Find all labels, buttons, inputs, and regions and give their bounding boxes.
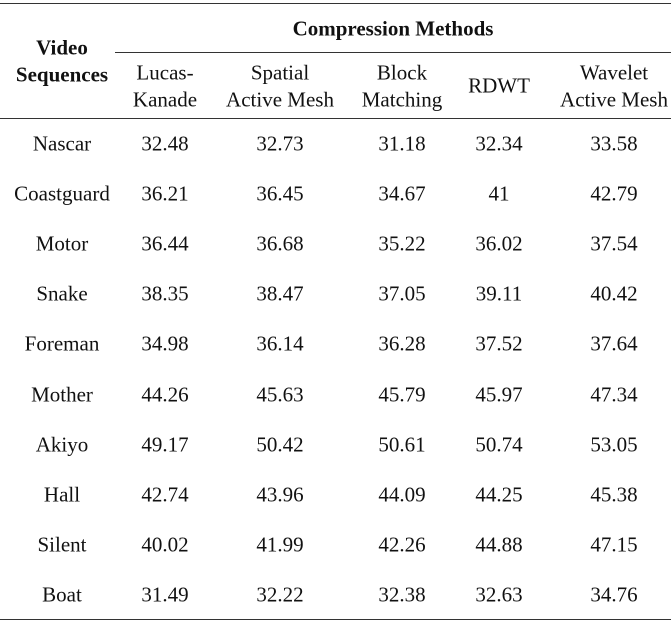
cell: 47.15 (590, 532, 638, 557)
cell: 45.38 (590, 482, 638, 507)
bottom-rule (0, 619, 671, 620)
column-header: Lucas- (136, 60, 194, 85)
cell: 34.76 (590, 582, 638, 607)
cell: 34.67 (378, 181, 426, 206)
cell: 36.14 (256, 331, 304, 356)
column-header: Spatial (250, 60, 310, 85)
row-label: Foreman (24, 331, 100, 356)
cell: 44.25 (475, 482, 523, 507)
cell: 32.22 (256, 582, 304, 607)
cell: 32.34 (475, 131, 523, 156)
row-label: Akiyo (35, 432, 89, 457)
column-header: Active Mesh (560, 87, 668, 112)
cell: 45.63 (256, 382, 304, 406)
column-header: Matching (361, 87, 443, 112)
cell: 34.98 (141, 331, 189, 356)
cell: 44.09 (378, 482, 426, 507)
cell: 53.05 (590, 432, 638, 457)
top-rule (0, 3, 671, 4)
cell: 32.38 (378, 582, 426, 607)
column-header: Active Mesh (226, 87, 334, 112)
cell: 37.05 (378, 281, 426, 306)
group-rule (115, 52, 671, 53)
cell: 31.18 (378, 131, 426, 156)
cell: 42.26 (378, 532, 426, 557)
column-header: Wavelet (579, 60, 649, 85)
cell: 36.45 (256, 181, 304, 206)
column-header: Kanade (132, 87, 198, 112)
cell: 45.79 (378, 382, 426, 406)
cell: 49.17 (141, 432, 189, 457)
cell: 39.11 (475, 281, 523, 306)
cell: 43.96 (256, 482, 304, 507)
row-label: Mother (31, 382, 93, 406)
row-label: Motor (35, 231, 89, 256)
cell: 38.35 (141, 281, 189, 306)
cell: 31.49 (141, 582, 189, 607)
row-label: Boat (42, 582, 82, 607)
cell: 44.26 (141, 382, 189, 406)
cell: 40.42 (590, 281, 638, 306)
row-label: Silent (37, 532, 87, 557)
cell: 45.97 (475, 382, 523, 406)
cell: 32.73 (256, 131, 304, 156)
cell: 33.58 (590, 131, 638, 156)
column-header: Block (376, 60, 428, 85)
cell: 32.63 (475, 582, 523, 607)
row-label: Nascar (32, 131, 92, 156)
row-label: Coastguard (14, 181, 110, 206)
cell: 35.22 (378, 231, 426, 256)
cell: 41 (488, 181, 510, 206)
cell: 40.02 (141, 532, 189, 557)
cell: 38.47 (256, 281, 304, 306)
cell: 32.48 (141, 131, 189, 156)
row-label: Hall (43, 482, 81, 507)
header-rule (0, 118, 671, 119)
row-label: Snake (36, 281, 88, 306)
cell: 36.68 (256, 231, 304, 256)
cell: 42.79 (590, 181, 638, 206)
cell: 41.99 (256, 532, 304, 557)
cell: 36.21 (141, 181, 189, 206)
cell: 37.52 (475, 331, 523, 356)
cell: 36.44 (141, 231, 189, 256)
row-header: Video (36, 35, 88, 60)
column-header: RDWT (468, 73, 530, 98)
cell: 50.61 (378, 432, 426, 457)
row-header: Sequences (15, 62, 109, 87)
cell: 37.54 (590, 231, 638, 256)
group-header: Compression Methods (292, 16, 494, 41)
cell: 50.42 (256, 432, 304, 457)
cell: 50.74 (475, 432, 523, 457)
cell: 47.34 (590, 382, 638, 406)
cell: 36.02 (475, 231, 523, 256)
cell: 36.28 (378, 331, 426, 356)
cell: 37.64 (590, 331, 638, 356)
cell: 42.74 (141, 482, 189, 507)
cell: 44.88 (475, 532, 523, 557)
